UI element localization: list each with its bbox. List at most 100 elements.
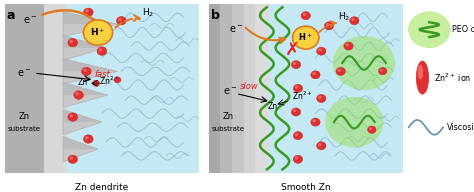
Circle shape xyxy=(350,17,359,25)
Circle shape xyxy=(380,69,383,71)
Text: e$^-$: e$^-$ xyxy=(223,86,237,97)
Polygon shape xyxy=(63,35,106,48)
Circle shape xyxy=(378,67,387,75)
Text: ✗: ✗ xyxy=(284,41,300,58)
Circle shape xyxy=(317,142,326,150)
Ellipse shape xyxy=(325,97,383,147)
Text: a: a xyxy=(7,9,15,22)
Text: b: b xyxy=(210,9,219,22)
Circle shape xyxy=(416,61,428,94)
Circle shape xyxy=(292,108,301,116)
Circle shape xyxy=(351,18,355,21)
Bar xyxy=(255,4,269,173)
Bar xyxy=(232,4,246,173)
Circle shape xyxy=(295,38,298,41)
Circle shape xyxy=(318,96,322,99)
Text: slow: slow xyxy=(240,82,259,91)
Circle shape xyxy=(337,69,341,72)
Circle shape xyxy=(70,114,73,117)
Bar xyxy=(56,4,65,173)
Ellipse shape xyxy=(333,36,395,90)
Circle shape xyxy=(293,37,302,45)
Polygon shape xyxy=(63,12,118,37)
Circle shape xyxy=(293,109,296,112)
Text: substrate: substrate xyxy=(211,126,245,132)
Circle shape xyxy=(312,72,316,75)
Circle shape xyxy=(317,47,326,55)
Circle shape xyxy=(293,84,302,92)
Bar xyxy=(5,4,44,173)
Circle shape xyxy=(344,42,353,50)
Circle shape xyxy=(70,40,73,43)
Circle shape xyxy=(75,92,79,95)
Bar xyxy=(209,4,220,173)
Text: Zn$^{2+}$: Zn$^{2+}$ xyxy=(292,90,312,102)
Circle shape xyxy=(92,80,100,86)
Circle shape xyxy=(82,67,91,76)
Polygon shape xyxy=(63,109,102,122)
Circle shape xyxy=(369,127,372,130)
Text: Smooth Zn: Smooth Zn xyxy=(281,183,330,192)
Circle shape xyxy=(117,17,126,25)
Circle shape xyxy=(311,71,320,79)
Circle shape xyxy=(367,126,376,133)
Circle shape xyxy=(292,26,319,49)
Circle shape xyxy=(97,47,107,55)
Circle shape xyxy=(318,143,322,146)
Text: Zn: Zn xyxy=(77,78,88,87)
Circle shape xyxy=(118,18,122,21)
Circle shape xyxy=(295,86,298,89)
Text: substrate: substrate xyxy=(8,126,41,132)
Circle shape xyxy=(295,133,298,136)
Bar xyxy=(19,4,28,173)
Circle shape xyxy=(324,22,334,30)
Circle shape xyxy=(293,155,302,163)
Circle shape xyxy=(302,13,306,16)
Text: Zn: Zn xyxy=(268,102,278,111)
Polygon shape xyxy=(63,82,108,95)
Bar xyxy=(27,4,36,173)
Circle shape xyxy=(317,94,326,103)
Circle shape xyxy=(418,65,423,79)
Circle shape xyxy=(83,69,87,72)
Circle shape xyxy=(70,156,73,160)
Polygon shape xyxy=(63,59,118,71)
Circle shape xyxy=(115,78,118,80)
Circle shape xyxy=(85,136,89,139)
Text: fast: fast xyxy=(94,70,110,79)
Circle shape xyxy=(292,61,301,69)
Polygon shape xyxy=(63,12,118,24)
Circle shape xyxy=(293,132,302,140)
Polygon shape xyxy=(63,59,118,84)
Circle shape xyxy=(85,9,89,13)
Text: Zn dendrite: Zn dendrite xyxy=(75,183,128,192)
Text: H$_2$: H$_2$ xyxy=(338,10,351,22)
Circle shape xyxy=(326,23,329,26)
Text: e$^-$: e$^-$ xyxy=(23,15,37,26)
Circle shape xyxy=(83,8,93,17)
Circle shape xyxy=(99,48,102,51)
Circle shape xyxy=(311,118,320,126)
Circle shape xyxy=(295,156,298,160)
Circle shape xyxy=(68,155,78,164)
Circle shape xyxy=(114,77,121,83)
Circle shape xyxy=(83,20,113,45)
Circle shape xyxy=(318,48,322,51)
Bar xyxy=(5,4,14,173)
Polygon shape xyxy=(63,137,98,149)
Circle shape xyxy=(293,62,296,65)
Text: H$_2$: H$_2$ xyxy=(142,7,155,19)
Text: Zn: Zn xyxy=(18,112,30,121)
Circle shape xyxy=(312,119,316,122)
Text: Zn$^{2+}$ ion: Zn$^{2+}$ ion xyxy=(434,71,472,84)
Polygon shape xyxy=(63,137,98,162)
Text: Zn$^{2+}$: Zn$^{2+}$ xyxy=(100,74,120,87)
Circle shape xyxy=(68,38,78,47)
Text: H$^+$: H$^+$ xyxy=(90,27,106,38)
Ellipse shape xyxy=(408,11,451,48)
Bar xyxy=(44,4,67,173)
Circle shape xyxy=(301,12,310,20)
Text: Zn: Zn xyxy=(222,112,234,121)
Bar xyxy=(12,4,21,173)
Circle shape xyxy=(94,81,96,84)
